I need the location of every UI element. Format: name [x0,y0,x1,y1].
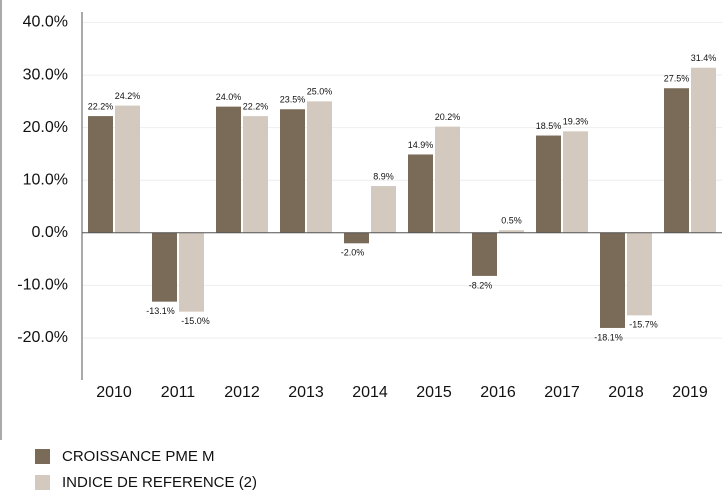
data-label: -15.0% [181,316,210,326]
bar [152,232,177,302]
data-label: 22.2% [88,101,114,111]
x-tick-label: 2013 [288,384,324,401]
legend-label: INDICE DE REFERENCE (2) [62,474,257,490]
bar [216,106,241,233]
bar [307,101,332,233]
data-label: 19.3% [563,117,589,127]
x-tick-label: 2014 [352,384,388,401]
bar [408,154,433,233]
bar [627,232,652,316]
x-tick-label: 2012 [224,384,260,401]
bar [88,116,113,233]
legend-swatch [35,475,50,490]
bar [435,126,460,233]
data-label: -15.7% [629,320,658,330]
data-label: 22.2% [243,101,269,111]
data-label: 20.2% [435,112,461,122]
legend-swatch [35,449,50,464]
y-tick-label: -20.0% [17,329,68,346]
bar [472,232,497,276]
data-label: 23.5% [280,95,306,105]
y-tick-label: 40.0% [23,14,68,31]
data-label: 14.9% [408,140,434,150]
bar [691,67,716,233]
data-label: 24.2% [115,91,141,101]
y-tick-label: 0.0% [32,224,68,241]
bar [563,131,588,233]
data-label: -8.2% [469,280,493,290]
bar [344,232,369,244]
bar [179,232,204,312]
x-tick-label: 2011 [161,384,196,401]
data-label: -13.1% [146,306,175,316]
x-tick-label: 2010 [96,384,132,401]
x-tick-label: 2015 [416,384,452,401]
data-label: 24.0% [216,92,242,102]
y-tick-label: 30.0% [23,66,68,83]
data-label: -2.0% [341,248,365,258]
y-tick-label: -10.0% [17,277,68,294]
x-tick-label: 2017 [544,384,580,401]
y-tick-label: 10.0% [23,171,68,188]
bar [499,230,524,233]
data-label: -18.1% [594,332,623,342]
bar [600,232,625,328]
bar [536,135,561,233]
bar [664,88,689,233]
bar [371,186,396,233]
data-label: 18.5% [536,121,562,131]
x-tick-label: 2018 [608,384,644,401]
bar [243,116,268,233]
bar [115,105,140,233]
data-label: 25.0% [307,87,333,97]
legend-label: CROISSANCE PME M [62,448,215,465]
data-label: 8.9% [373,171,394,181]
y-tick-label: 20.0% [23,119,68,136]
data-label: 31.4% [691,53,717,63]
data-label: 0.5% [501,216,522,226]
x-tick-label: 2019 [672,384,708,401]
x-tick-label: 2016 [480,384,516,401]
bar [280,109,305,233]
data-label: 27.5% [664,74,690,84]
